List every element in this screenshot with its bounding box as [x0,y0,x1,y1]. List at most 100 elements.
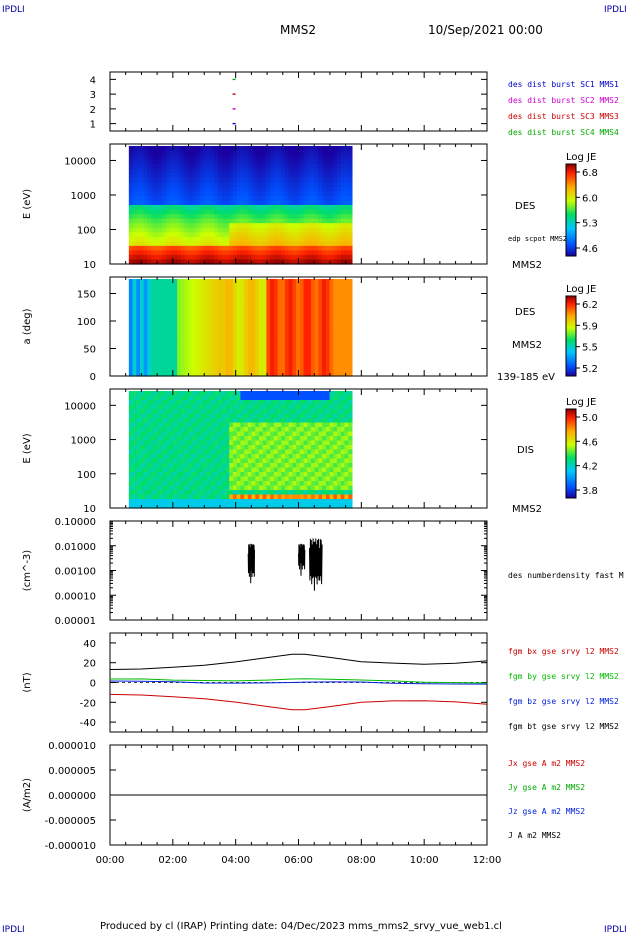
des-energy-spectrogram-cell [278,164,282,169]
dis-energy-spectrogram-cell [151,490,155,495]
des-energy-spectrogram-cell [326,214,330,219]
des-energy-spectrogram-cell [266,173,270,178]
des-energy-spectrogram-cell [222,255,226,260]
des-energy-spectrogram-cell [341,237,345,242]
des-energy-spectrogram-cell [222,173,226,178]
des-energy-spectrogram-cell [270,200,274,205]
des-pitch-angle-cell [255,290,259,294]
des-energy-spectrogram-cell [226,237,230,242]
dis-energy-spectrogram-cell [199,391,203,396]
des-pitch-angle-cell [292,313,296,317]
des-energy-spectrogram-cell [233,223,237,228]
des-pitch-angle-cell [185,361,189,365]
des-energy-spectrogram-cell [162,182,166,187]
des-energy-spectrogram-cell [270,160,274,165]
dis-energy-spectrogram-cell [207,391,211,396]
des-energy-spectrogram-cell [244,232,248,237]
des-pitch-angle-cell [304,361,308,365]
des-pitch-angle-cell [229,294,233,298]
dis-energy-spectrogram-cell [162,436,166,441]
des-pitch-angle-cell [207,331,211,335]
des-pitch-angle-cell [218,357,222,361]
des-pitch-angle-cell [140,331,144,335]
dis-energy-spectrogram-cell [270,405,274,410]
des-pitch-angle-cell [129,316,133,320]
des-energy-spectrogram-cell [326,205,330,210]
des-pitch-angle-cell [129,350,133,354]
des-pitch-angle-cell [170,361,174,365]
des-energy-spectrogram-cell [214,232,218,237]
des-energy-spectrogram-cell [255,214,259,219]
des-pitch-angle-cell [263,365,267,369]
dis-energy-spectrogram-cell [181,441,185,446]
des-pitch-angle-cell [259,279,263,283]
des-pitch-angle-cell [341,324,345,328]
dis-energy-spectrogram-cell [289,445,293,450]
dis-energy-spectrogram-cell [292,418,296,423]
dis-energy-spectrogram-cell [240,459,244,464]
des-energy-spectrogram-cell [133,246,137,251]
des-pitch-angle-cell [147,357,151,361]
des-pitch-angle-cell [263,328,267,332]
des-pitch-angle-cell [144,313,148,317]
des-pitch-angle-cell [248,339,252,343]
des-energy-spectrogram-cell [326,237,330,242]
dis-energy-spectrogram-cell [185,459,189,464]
dis-energy-spectrogram-cell [222,432,226,437]
dis-energy-spectrogram-cell [233,445,237,450]
des-energy-spectrogram-cell [166,246,170,251]
dis-energy-spectrogram-cell [318,409,322,414]
dis-energy-spectrogram-cell [333,495,337,500]
dis-energy-spectrogram-cell [333,499,337,504]
des-energy-spectrogram-cell [211,182,215,187]
dis-energy-spectrogram-cell [140,436,144,441]
dis-energy-spectrogram-cell [315,427,319,432]
des-pitch-angle-cell [196,328,200,332]
des-pitch-angle-cell [162,294,166,298]
des-pitch-angle-cell [214,290,218,294]
des-pitch-angle-cell [133,309,137,313]
des-pitch-angle-cell [270,279,274,283]
des-pitch-angle-cell [181,342,185,346]
des-energy-spectrogram-cell [203,241,207,246]
dis-energy-spectrogram-cell [333,441,337,446]
dis-energy-spectrogram-cell [218,427,222,432]
des-energy-spectrogram-cell [170,255,174,260]
des-energy-spectrogram-cell [296,160,300,165]
dis-energy-spectrogram-cell [185,418,189,423]
des-pitch-angle-cell [196,365,200,369]
dis-energy-spectrogram-cell [337,441,341,446]
dis-energy-spectrogram-cell [151,436,155,441]
dis-energy-spectrogram-cell [318,495,322,500]
des-pitch-angle-cell [144,335,148,339]
des-pitch-angle-ytick-label: 150 [77,290,96,301]
des-pitch-angle-cell [252,309,256,313]
des-pitch-angle-cell [266,346,270,350]
des-pitch-angle-cell [337,324,341,328]
des-energy-spectrogram-cell [322,255,326,260]
des-pitch-angle-cell [266,283,270,287]
dis-energy-spectrogram-cell [233,486,237,491]
des-pitch-angle-cell [326,339,330,343]
dis-energy-spectrogram-cell [278,427,282,432]
dis-energy-spectrogram-cell [259,396,263,401]
dis-energy-spectrogram-cell [341,450,345,455]
des-energy-spectrogram-cell [344,164,348,169]
des-pitch-angle-cell [326,305,330,309]
des-pitch-angle-cell [330,365,334,369]
dis-energy-spectrogram-cell [307,445,311,450]
dis-energy-spectrogram-cell [214,436,218,441]
des-energy-spectrogram-cell [203,214,207,219]
des-energy-spectrogram-cell [147,173,151,178]
des-pitch-angle-cell [292,354,296,358]
dis-energy-spectrogram-cell [170,481,174,486]
des-energy-spectrogram-cell [300,200,304,205]
dis-energy-spectrogram-cell [155,459,159,464]
dis-energy-spectrogram-cell [255,432,259,437]
des-pitch-angle-cell [318,320,322,324]
des-pitch-angle-cell [274,286,278,290]
des-pitch-angle-cell [147,335,151,339]
des-energy-spectrogram-cell [304,250,308,255]
des-energy-spectrogram-cell [315,191,319,196]
des-pitch-angle-cell [307,328,311,332]
